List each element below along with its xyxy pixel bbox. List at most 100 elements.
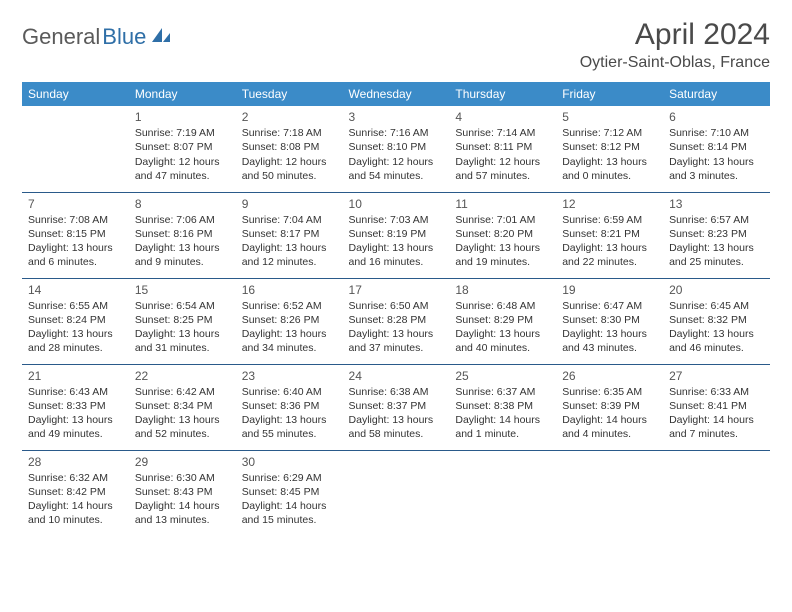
week-row: 28Sunrise: 6:32 AMSunset: 8:42 PMDayligh… [22, 450, 770, 536]
sunrise-text: Sunrise: 6:52 AM [242, 299, 337, 313]
day-number: 5 [562, 109, 657, 125]
daylight-text: Daylight: 14 hours and 10 minutes. [28, 499, 123, 527]
sunset-text: Sunset: 8:26 PM [242, 313, 337, 327]
daylight-text: Daylight: 13 hours and 25 minutes. [669, 241, 764, 269]
day-number: 29 [135, 454, 230, 470]
daylight-text: Daylight: 13 hours and 43 minutes. [562, 327, 657, 355]
daylight-text: Daylight: 14 hours and 4 minutes. [562, 413, 657, 441]
sunrise-text: Sunrise: 6:40 AM [242, 385, 337, 399]
day-cell [663, 450, 770, 536]
calendar-body: 1Sunrise: 7:19 AMSunset: 8:07 PMDaylight… [22, 106, 770, 536]
day-cell: 13Sunrise: 6:57 AMSunset: 8:23 PMDayligh… [663, 192, 770, 278]
day-number: 15 [135, 282, 230, 298]
day-number: 26 [562, 368, 657, 384]
day-number: 28 [28, 454, 123, 470]
sunset-text: Sunset: 8:36 PM [242, 399, 337, 413]
day-number: 21 [28, 368, 123, 384]
day-cell [449, 450, 556, 536]
sunrise-text: Sunrise: 6:45 AM [669, 299, 764, 313]
sunrise-text: Sunrise: 6:57 AM [669, 213, 764, 227]
sunrise-text: Sunrise: 7:16 AM [349, 126, 444, 140]
day-cell: 23Sunrise: 6:40 AMSunset: 8:36 PMDayligh… [236, 364, 343, 450]
weekday-header: Monday [129, 82, 236, 106]
day-cell: 7Sunrise: 7:08 AMSunset: 8:15 PMDaylight… [22, 192, 129, 278]
sunset-text: Sunset: 8:39 PM [562, 399, 657, 413]
header: GeneralBlue April 2024 Oytier-Saint-Obla… [22, 18, 770, 72]
week-row: 21Sunrise: 6:43 AMSunset: 8:33 PMDayligh… [22, 364, 770, 450]
day-number: 25 [455, 368, 550, 384]
sunset-text: Sunset: 8:28 PM [349, 313, 444, 327]
week-row: 1Sunrise: 7:19 AMSunset: 8:07 PMDaylight… [22, 106, 770, 192]
day-number: 3 [349, 109, 444, 125]
day-number: 10 [349, 196, 444, 212]
day-cell: 6Sunrise: 7:10 AMSunset: 8:14 PMDaylight… [663, 106, 770, 192]
daylight-text: Daylight: 14 hours and 15 minutes. [242, 499, 337, 527]
daylight-text: Daylight: 12 hours and 54 minutes. [349, 155, 444, 183]
daylight-text: Daylight: 13 hours and 34 minutes. [242, 327, 337, 355]
day-number: 7 [28, 196, 123, 212]
day-number: 17 [349, 282, 444, 298]
day-cell: 11Sunrise: 7:01 AMSunset: 8:20 PMDayligh… [449, 192, 556, 278]
sunrise-text: Sunrise: 6:42 AM [135, 385, 230, 399]
day-cell: 15Sunrise: 6:54 AMSunset: 8:25 PMDayligh… [129, 278, 236, 364]
sunset-text: Sunset: 8:07 PM [135, 140, 230, 154]
day-cell: 22Sunrise: 6:42 AMSunset: 8:34 PMDayligh… [129, 364, 236, 450]
logo-text-gray: General [22, 24, 100, 50]
sunrise-text: Sunrise: 6:37 AM [455, 385, 550, 399]
day-cell: 8Sunrise: 7:06 AMSunset: 8:16 PMDaylight… [129, 192, 236, 278]
sunset-text: Sunset: 8:38 PM [455, 399, 550, 413]
day-cell [343, 450, 450, 536]
sunrise-text: Sunrise: 7:04 AM [242, 213, 337, 227]
daylight-text: Daylight: 13 hours and 16 minutes. [349, 241, 444, 269]
day-number: 8 [135, 196, 230, 212]
day-number: 27 [669, 368, 764, 384]
sunset-text: Sunset: 8:08 PM [242, 140, 337, 154]
day-cell: 12Sunrise: 6:59 AMSunset: 8:21 PMDayligh… [556, 192, 663, 278]
daylight-text: Daylight: 13 hours and 19 minutes. [455, 241, 550, 269]
day-number: 2 [242, 109, 337, 125]
sunset-text: Sunset: 8:14 PM [669, 140, 764, 154]
daylight-text: Daylight: 13 hours and 3 minutes. [669, 155, 764, 183]
day-number: 9 [242, 196, 337, 212]
daylight-text: Daylight: 13 hours and 12 minutes. [242, 241, 337, 269]
sunrise-text: Sunrise: 6:48 AM [455, 299, 550, 313]
sunset-text: Sunset: 8:20 PM [455, 227, 550, 241]
daylight-text: Daylight: 14 hours and 13 minutes. [135, 499, 230, 527]
daylight-text: Daylight: 12 hours and 50 minutes. [242, 155, 337, 183]
sunrise-text: Sunrise: 6:50 AM [349, 299, 444, 313]
sunset-text: Sunset: 8:29 PM [455, 313, 550, 327]
sunrise-text: Sunrise: 6:35 AM [562, 385, 657, 399]
day-cell: 3Sunrise: 7:16 AMSunset: 8:10 PMDaylight… [343, 106, 450, 192]
day-cell: 18Sunrise: 6:48 AMSunset: 8:29 PMDayligh… [449, 278, 556, 364]
day-number: 18 [455, 282, 550, 298]
day-cell: 10Sunrise: 7:03 AMSunset: 8:19 PMDayligh… [343, 192, 450, 278]
logo-text-blue: Blue [102, 24, 146, 50]
day-cell: 30Sunrise: 6:29 AMSunset: 8:45 PMDayligh… [236, 450, 343, 536]
weekday-header: Sunday [22, 82, 129, 106]
day-number: 4 [455, 109, 550, 125]
sunset-text: Sunset: 8:37 PM [349, 399, 444, 413]
calendar-table: Sunday Monday Tuesday Wednesday Thursday… [22, 82, 770, 536]
sunrise-text: Sunrise: 6:38 AM [349, 385, 444, 399]
daylight-text: Daylight: 13 hours and 55 minutes. [242, 413, 337, 441]
daylight-text: Daylight: 13 hours and 22 minutes. [562, 241, 657, 269]
day-cell: 9Sunrise: 7:04 AMSunset: 8:17 PMDaylight… [236, 192, 343, 278]
sunset-text: Sunset: 8:17 PM [242, 227, 337, 241]
sunrise-text: Sunrise: 7:08 AM [28, 213, 123, 227]
daylight-text: Daylight: 13 hours and 28 minutes. [28, 327, 123, 355]
daylight-text: Daylight: 13 hours and 6 minutes. [28, 241, 123, 269]
day-number: 20 [669, 282, 764, 298]
sunrise-text: Sunrise: 6:29 AM [242, 471, 337, 485]
sunset-text: Sunset: 8:41 PM [669, 399, 764, 413]
day-cell: 17Sunrise: 6:50 AMSunset: 8:28 PMDayligh… [343, 278, 450, 364]
daylight-text: Daylight: 13 hours and 49 minutes. [28, 413, 123, 441]
daylight-text: Daylight: 13 hours and 58 minutes. [349, 413, 444, 441]
day-number: 19 [562, 282, 657, 298]
sunrise-text: Sunrise: 6:32 AM [28, 471, 123, 485]
sunset-text: Sunset: 8:34 PM [135, 399, 230, 413]
day-number: 12 [562, 196, 657, 212]
day-cell [556, 450, 663, 536]
logo: GeneralBlue [22, 18, 172, 50]
sunrise-text: Sunrise: 7:14 AM [455, 126, 550, 140]
daylight-text: Daylight: 12 hours and 47 minutes. [135, 155, 230, 183]
